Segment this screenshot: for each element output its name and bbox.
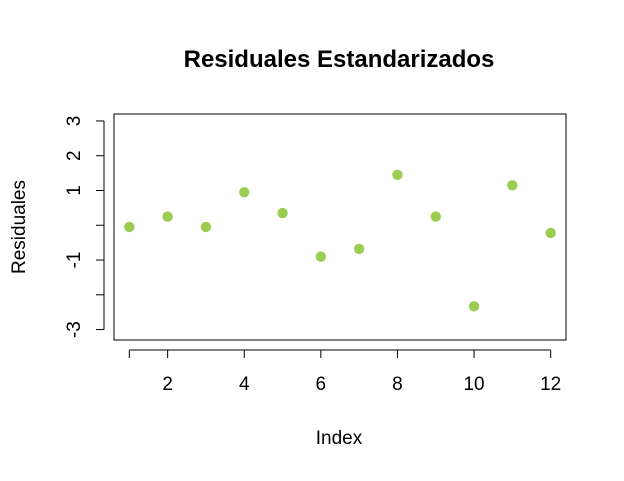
data-point: [162, 211, 173, 222]
data-point: [507, 180, 518, 191]
x-tick-label: 2: [162, 374, 173, 395]
x-tick-label: 4: [239, 374, 250, 395]
data-point: [392, 169, 403, 181]
y-tick-label: 2: [64, 150, 85, 161]
y-tick-label: 3: [64, 116, 85, 127]
x-tick-label: 10: [463, 374, 484, 395]
plot-frame: [113, 113, 567, 341]
y-tick-label: 1: [64, 185, 85, 196]
data-point: [468, 301, 480, 312]
x-axis-label: Index: [316, 428, 363, 449]
data-point: [239, 187, 250, 198]
data-point: [353, 243, 365, 255]
y-tick-label: -1: [64, 252, 85, 269]
x-tick-label: 6: [316, 374, 327, 395]
data-point: [430, 211, 441, 222]
data-points: [124, 169, 556, 312]
chart-title: Residuales Estandarizados: [184, 46, 495, 73]
y-axis: 3 2 1 -1 -3: [64, 116, 105, 338]
x-axis: 2 4 6 8 10 12: [128, 349, 561, 395]
data-point: [315, 251, 327, 262]
data-point: [277, 207, 288, 219]
data-point: [124, 221, 135, 233]
y-axis-label: Residuales: [9, 180, 30, 274]
x-tick-label: 12: [540, 374, 561, 395]
data-point: [545, 227, 556, 239]
y-tick-label: -3: [64, 321, 85, 338]
x-tick-label: 8: [392, 374, 403, 395]
data-point: [200, 221, 212, 233]
